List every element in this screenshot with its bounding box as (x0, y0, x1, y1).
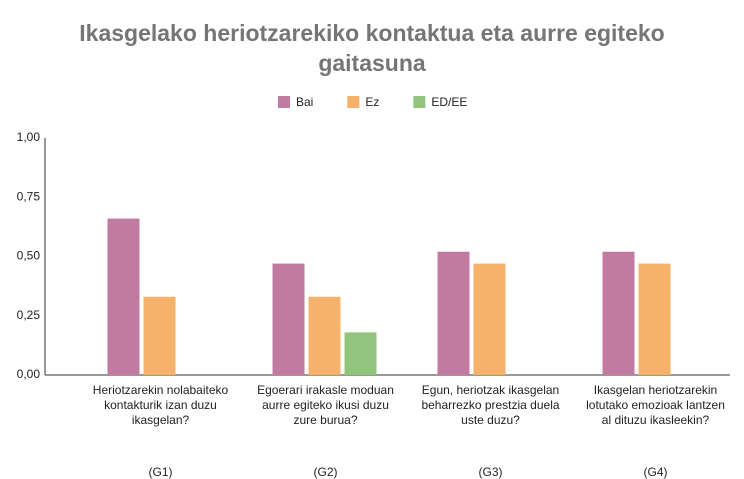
x-tick-label: Ikasgelan heriotzarekin lotutako emozioa… (586, 383, 725, 427)
x-tick-label: Egun, heriotzak ikasgelan beharrezko pre… (421, 383, 560, 427)
legend-swatch (347, 96, 360, 108)
chart-title: Ikasgelako heriotzarekiko kontaktua eta … (79, 20, 665, 76)
category-code: (G2) (313, 465, 338, 479)
category-code: (G1) (148, 465, 173, 479)
legend-swatch (278, 96, 290, 108)
bar (308, 296, 341, 375)
x-tick-label: Heriotzarekin nolabaiteko kontakturik iz… (92, 383, 229, 427)
bar (344, 332, 377, 375)
bar (143, 296, 176, 375)
bar (602, 251, 635, 375)
x-tick-label: Egoerari irakasle moduan aurre egiteko i… (257, 383, 394, 427)
legend-swatch (413, 96, 426, 108)
bar (107, 218, 140, 375)
category-code: (G3) (478, 465, 503, 479)
bar (272, 263, 305, 375)
legend-label: Ez (365, 95, 379, 109)
y-tick-label: 0,00 (17, 367, 41, 381)
y-tick-label: 1,00 (17, 130, 41, 144)
category-code: (G4) (643, 465, 668, 479)
bar (437, 251, 470, 375)
legend-label: ED/EE (431, 95, 467, 109)
y-tick-label: 0,25 (17, 308, 41, 322)
bar (638, 263, 671, 375)
y-tick-label: 0,50 (17, 249, 41, 263)
y-tick-label: 0,75 (17, 189, 41, 203)
bar (473, 263, 506, 375)
legend-label: Bai (296, 95, 313, 109)
